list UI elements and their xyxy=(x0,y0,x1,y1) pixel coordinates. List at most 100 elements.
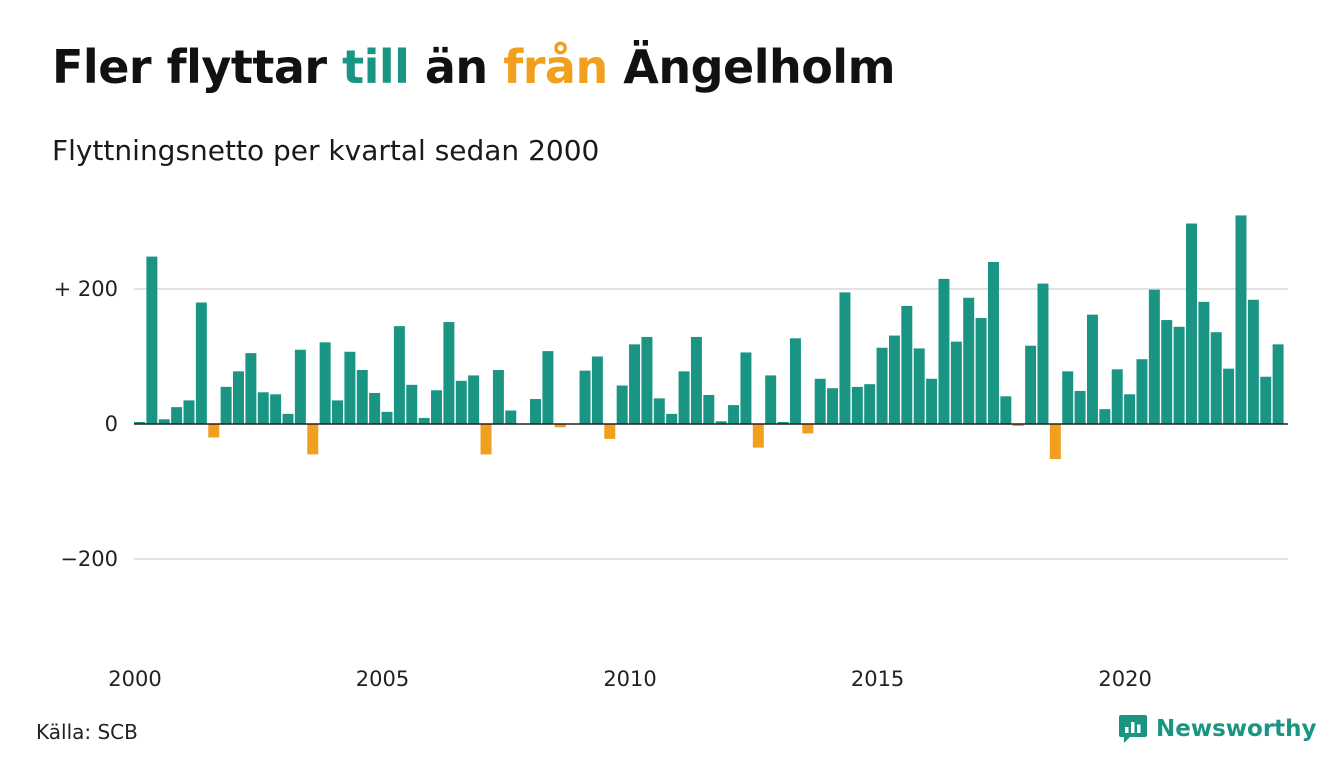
bar-positive xyxy=(1210,332,1222,424)
bar-positive xyxy=(1223,368,1235,424)
y-axis-labels: + 200 0 −200 xyxy=(54,277,118,571)
y-tick-label: 0 xyxy=(105,412,118,436)
bar-positive xyxy=(1173,326,1185,424)
bar-positive xyxy=(814,378,826,424)
bar-positive xyxy=(393,326,405,425)
bar-positive xyxy=(765,375,777,424)
bar-positive xyxy=(171,407,183,425)
bar-positive xyxy=(332,400,343,425)
bar-positive xyxy=(653,398,665,424)
bar-positive xyxy=(233,371,244,424)
bar-positive xyxy=(876,347,888,425)
bar-positive xyxy=(1086,314,1098,424)
bar-positive xyxy=(245,353,257,425)
bar-positive xyxy=(294,349,306,424)
brand-name: Newsworthy xyxy=(1156,716,1317,742)
bar-positive xyxy=(1037,283,1049,424)
bar-positive xyxy=(319,342,331,424)
bar-negative xyxy=(604,424,616,439)
bar-positive xyxy=(1062,371,1074,424)
bar-positive xyxy=(1272,344,1284,424)
x-tick-label: 2000 xyxy=(108,667,161,691)
bars xyxy=(134,215,1284,460)
y-tick-label: + 200 xyxy=(54,277,118,301)
y-tick-label: −200 xyxy=(60,547,118,571)
bar-negative xyxy=(307,424,319,455)
bar-positive xyxy=(1111,369,1123,424)
newsworthy-icon xyxy=(1119,715,1147,743)
bar-positive xyxy=(431,390,443,424)
bar-positive xyxy=(530,399,542,424)
x-tick-label: 2015 xyxy=(851,667,904,691)
bar-positive xyxy=(864,384,876,425)
bar-negative xyxy=(1049,424,1061,460)
bar-positive xyxy=(1148,289,1160,424)
bar-positive xyxy=(443,322,455,424)
bar-positive xyxy=(616,385,628,424)
bar-positive xyxy=(851,386,863,425)
bar-positive xyxy=(1247,299,1259,424)
bar-positive xyxy=(1025,345,1037,424)
bar-positive xyxy=(158,419,170,424)
bar-positive xyxy=(270,394,282,424)
bar-positive xyxy=(728,405,740,424)
title-text-3: Ängelholm xyxy=(607,40,896,94)
bar-positive xyxy=(740,352,752,424)
bar-positive xyxy=(690,336,702,425)
bar-positive xyxy=(282,413,294,425)
bar-positive xyxy=(344,351,356,424)
bar-positive xyxy=(938,278,950,425)
bar-positive xyxy=(220,386,232,425)
bar-positive xyxy=(468,375,480,424)
bar-positive xyxy=(975,318,987,424)
bar-negative xyxy=(802,424,814,434)
bar-positive xyxy=(1099,409,1111,424)
bar-positive xyxy=(1136,359,1148,424)
title-text-2: än xyxy=(409,40,504,94)
bar-positive xyxy=(591,356,603,424)
bar-negative xyxy=(752,424,764,448)
bar-positive xyxy=(542,351,554,424)
bar-positive xyxy=(715,421,727,424)
title-word-fran: från xyxy=(503,40,608,94)
chart-title: Fler flyttar till än från Ängelholm xyxy=(52,40,896,94)
bar-negative xyxy=(480,424,492,455)
bar-positive xyxy=(963,297,975,424)
bar-positive xyxy=(1074,390,1086,425)
bar-positive xyxy=(839,292,851,425)
bar-positive xyxy=(1235,215,1247,424)
bar-positive xyxy=(827,388,839,425)
bar-positive xyxy=(146,256,158,424)
bar-positive xyxy=(195,302,207,424)
newsworthy-logo: Newsworthy xyxy=(1118,713,1317,745)
bar-positive xyxy=(629,344,641,424)
bar-positive xyxy=(789,338,801,424)
x-tick-label: 2005 xyxy=(356,667,409,691)
bar-positive xyxy=(1161,320,1173,424)
bar-positive xyxy=(369,392,381,424)
bar-positive xyxy=(901,305,913,425)
bar-positive xyxy=(703,394,715,425)
bar-positive xyxy=(455,380,467,424)
bar-positive xyxy=(1260,376,1272,424)
bar-positive xyxy=(1198,301,1210,424)
grid-lines xyxy=(134,288,1288,560)
bar-positive xyxy=(381,411,393,424)
bar-negative xyxy=(1012,424,1024,427)
bar-positive xyxy=(678,371,690,424)
bar-positive xyxy=(777,421,789,425)
bar-negative xyxy=(208,424,220,438)
title-text-1: Fler flyttar xyxy=(52,40,343,94)
bar-positive xyxy=(1185,223,1197,424)
bar-positive xyxy=(257,392,269,424)
bar-positive xyxy=(987,262,999,424)
bar-negative xyxy=(554,424,566,428)
bar-positive xyxy=(641,336,653,425)
x-tick-label: 2020 xyxy=(1098,667,1151,691)
chart-subtitle: Flyttningsnetto per kvartal sedan 2000 xyxy=(52,134,600,167)
source-label: Källa: SCB xyxy=(36,720,138,744)
bar-positive xyxy=(1124,394,1136,424)
bar-positive xyxy=(492,370,504,424)
x-axis-labels: 2000 2005 2010 2015 2020 xyxy=(108,667,1152,691)
title-word-till: till xyxy=(342,40,410,94)
